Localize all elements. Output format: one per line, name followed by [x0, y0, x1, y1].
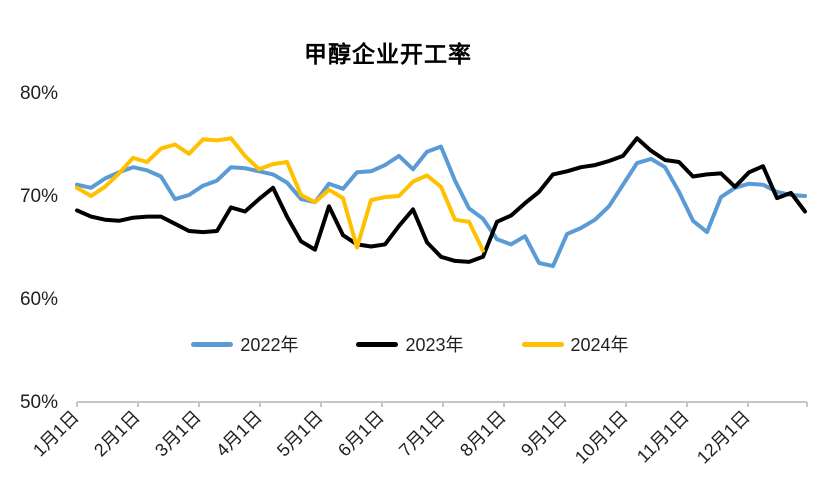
- legend-item-2022: 2022年: [191, 331, 298, 357]
- legend-swatch: [521, 341, 564, 347]
- x-axis-label: 3月1日: [151, 407, 205, 461]
- y-axis-label: 70%: [20, 186, 58, 207]
- legend-label: 2022年: [240, 335, 299, 355]
- y-axis-label: 80%: [20, 83, 58, 104]
- y-axis-label: 50%: [20, 392, 58, 413]
- x-axis-label: 2月1日: [90, 407, 144, 461]
- legend-label: 2024年: [570, 335, 629, 355]
- legend-swatch: [356, 341, 399, 347]
- x-axis-label: 6月1日: [334, 407, 388, 461]
- legend-swatch: [191, 341, 234, 347]
- series-line-2022: [75, 144, 807, 269]
- x-axis-label: 1月1日: [29, 407, 83, 461]
- chart-legend: 2022年 2023年 2024年: [0, 331, 820, 357]
- legend-item-2023: 2023年: [356, 331, 464, 357]
- y-axis-label: 60%: [20, 289, 58, 310]
- chart-title: 甲醇企业开工率: [304, 41, 472, 67]
- legend-item-2024: 2024年: [521, 331, 629, 357]
- x-axis-label: 8月1日: [456, 407, 510, 461]
- x-axis-label: 5月1日: [273, 407, 327, 461]
- x-axis-label: 9月1日: [517, 407, 571, 461]
- x-axis-label: 10月1日: [571, 407, 632, 468]
- x-axis-label: 4月1日: [212, 407, 266, 461]
- x-axis-label: 12月1日: [693, 407, 754, 468]
- x-axis-label: 7月1日: [395, 407, 449, 461]
- series-line-2024: [75, 136, 485, 253]
- x-axis-label: 11月1日: [633, 407, 693, 467]
- series-line-2023: [75, 136, 807, 264]
- legend-label: 2023年: [405, 335, 464, 355]
